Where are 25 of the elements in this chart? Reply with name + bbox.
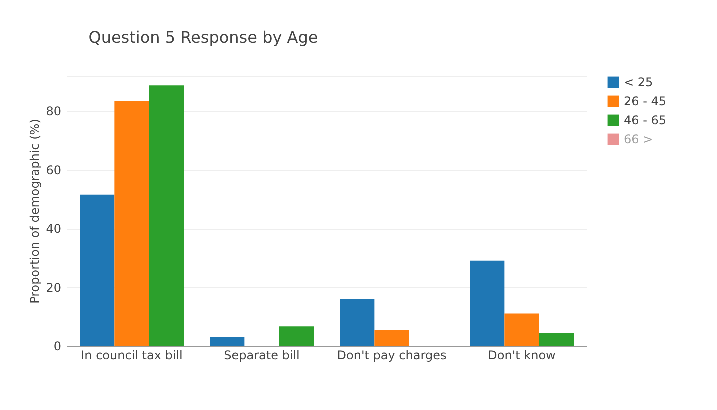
bar — [539, 333, 574, 346]
legend-label: 66 > — [624, 132, 654, 146]
bar — [374, 330, 410, 346]
y-tick-label: 60 — [46, 163, 62, 178]
y-tick-label: 80 — [46, 104, 62, 119]
legend-label: 26 - 45 — [624, 94, 666, 108]
chart-title: Question 5 Response by Age — [88, 28, 318, 47]
y-axis-title: Proportion of demographic (%) — [28, 119, 42, 304]
x-tick-label: Don't know — [488, 348, 556, 362]
bar — [470, 260, 505, 346]
y-tick-label: 0 — [54, 340, 62, 354]
x-tick-label: Separate bill — [224, 348, 300, 362]
y-tick-label: 20 — [46, 280, 62, 295]
bar — [210, 337, 245, 346]
bar — [279, 326, 314, 346]
legend-label: < 25 — [624, 76, 654, 90]
bar — [149, 86, 184, 346]
bar — [504, 314, 540, 346]
bar — [340, 299, 375, 346]
x-tick-label: In council tax bill — [81, 348, 183, 362]
x-tick-label: Don't pay charges — [337, 348, 447, 362]
bar — [114, 102, 150, 346]
y-tick-label: 40 — [46, 222, 62, 236]
bar — [80, 194, 115, 346]
legend-label: 46 - 65 — [624, 114, 666, 128]
